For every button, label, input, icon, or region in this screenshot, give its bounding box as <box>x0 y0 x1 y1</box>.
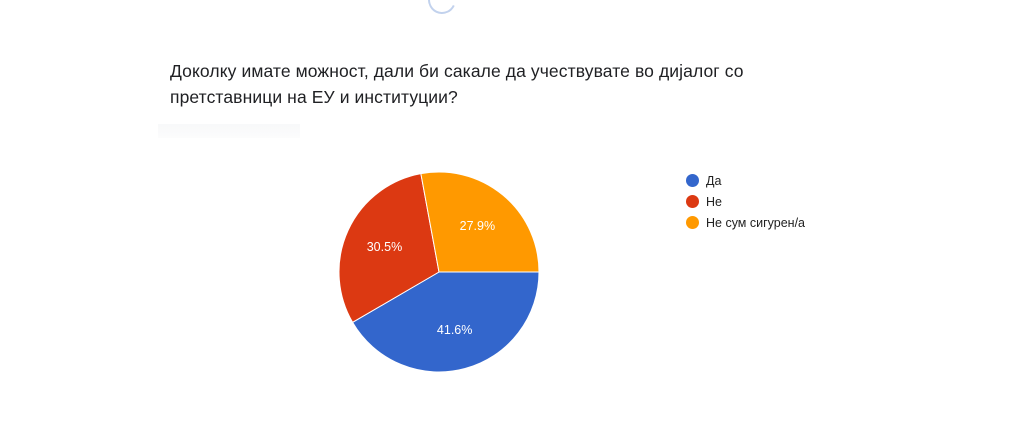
legend-label: Не <box>706 194 722 209</box>
question-line-2: претставници на ЕУ и институции? <box>170 87 458 107</box>
legend-item-3: Не сум сигурен/а <box>686 212 805 233</box>
legend-item-2: Не <box>686 191 805 212</box>
legend-label: Не сум сигурен/а <box>706 215 806 230</box>
legend-swatch-icon <box>686 216 699 229</box>
legend-label: Да <box>706 173 722 188</box>
pie-slice-label-2: 30.5% <box>367 240 402 254</box>
pie-slice-2 <box>338 173 440 324</box>
question-line-1: Доколку имате можност, дали би сакале да… <box>170 61 744 81</box>
pie-slice-3 <box>420 171 540 273</box>
question-divider <box>158 124 300 138</box>
legend-item-1: Да <box>686 170 805 191</box>
pie-slice-label-3: 27.9% <box>460 219 495 233</box>
legend-swatch-icon <box>686 174 699 187</box>
question-title: Доколку имате можност, дали би сакале да… <box>170 58 810 110</box>
pie-slice-label-1: 41.6% <box>437 323 472 337</box>
pie-slice-1 <box>351 271 540 373</box>
chart-legend: Да Не Не сум сигурен/а <box>686 170 805 233</box>
legend-swatch-icon <box>686 195 699 208</box>
